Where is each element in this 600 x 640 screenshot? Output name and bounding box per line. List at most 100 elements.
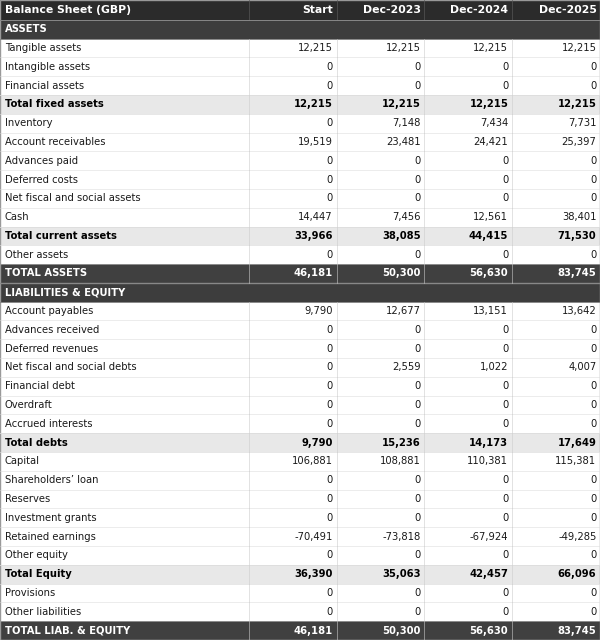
Text: Provisions: Provisions: [5, 588, 55, 598]
Text: 106,881: 106,881: [292, 456, 333, 467]
Bar: [0, 227, 600, 245]
Text: Total debts: Total debts: [5, 438, 68, 447]
Text: 12,215: 12,215: [386, 43, 421, 53]
Text: Reserves: Reserves: [5, 494, 50, 504]
Text: 12,677: 12,677: [386, 306, 421, 316]
Text: 0: 0: [415, 476, 421, 485]
Text: 0: 0: [502, 175, 508, 184]
Text: 0: 0: [590, 250, 596, 260]
Text: Inventory: Inventory: [5, 118, 52, 128]
Text: 42,457: 42,457: [469, 569, 508, 579]
Bar: [0, 76, 600, 95]
Text: Financial debt: Financial debt: [5, 381, 74, 391]
Bar: [0, 264, 600, 283]
Bar: [0, 415, 600, 433]
Text: 115,381: 115,381: [555, 456, 596, 467]
Text: Other equity: Other equity: [5, 550, 68, 561]
Bar: [0, 321, 600, 339]
Text: 0: 0: [327, 325, 333, 335]
Text: 83,745: 83,745: [557, 269, 596, 278]
Text: 0: 0: [415, 381, 421, 391]
Text: Tangible assets: Tangible assets: [5, 43, 81, 53]
Text: Cash: Cash: [5, 212, 29, 222]
Text: 0: 0: [502, 156, 508, 166]
Text: Net fiscal and social assets: Net fiscal and social assets: [5, 193, 140, 204]
Text: Balance Sheet (GBP): Balance Sheet (GBP): [5, 5, 131, 15]
Text: 0: 0: [502, 607, 508, 617]
Text: 13,151: 13,151: [473, 306, 508, 316]
Text: TOTAL ASSETS: TOTAL ASSETS: [5, 269, 87, 278]
Text: Intangible assets: Intangible assets: [5, 61, 90, 72]
Text: Other liabilities: Other liabilities: [5, 607, 81, 617]
Text: 14,447: 14,447: [298, 212, 333, 222]
Text: LIABILITIES & EQUITY: LIABILITIES & EQUITY: [5, 287, 125, 298]
Text: 17,649: 17,649: [557, 438, 596, 447]
Text: 12,561: 12,561: [473, 212, 508, 222]
Text: 0: 0: [502, 344, 508, 354]
Text: Retained earnings: Retained earnings: [5, 532, 95, 541]
Text: 0: 0: [415, 550, 421, 561]
Text: 0: 0: [415, 513, 421, 523]
Bar: [0, 151, 600, 170]
Text: Total Equity: Total Equity: [5, 569, 71, 579]
Text: 23,481: 23,481: [386, 137, 421, 147]
Text: 19,519: 19,519: [298, 137, 333, 147]
Text: 110,381: 110,381: [467, 456, 508, 467]
Text: 0: 0: [502, 494, 508, 504]
Text: 0: 0: [590, 607, 596, 617]
Text: 38,085: 38,085: [382, 231, 421, 241]
Text: 15,236: 15,236: [382, 438, 421, 447]
Text: 0: 0: [590, 325, 596, 335]
Bar: [0, 189, 600, 208]
Text: 0: 0: [502, 550, 508, 561]
Text: Accrued interests: Accrued interests: [5, 419, 92, 429]
Text: 56,630: 56,630: [470, 269, 508, 278]
Text: 0: 0: [502, 81, 508, 90]
Bar: [0, 490, 600, 508]
Bar: [0, 546, 600, 565]
Text: 0: 0: [590, 156, 596, 166]
Text: Account payables: Account payables: [5, 306, 93, 316]
Text: 0: 0: [327, 494, 333, 504]
Text: 0: 0: [327, 476, 333, 485]
Text: 0: 0: [590, 193, 596, 204]
Text: 83,745: 83,745: [557, 626, 596, 636]
Text: 0: 0: [502, 400, 508, 410]
Text: 0: 0: [590, 175, 596, 184]
Text: Dec-2025: Dec-2025: [539, 5, 596, 15]
Text: 0: 0: [502, 513, 508, 523]
Bar: [0, 471, 600, 490]
Text: 0: 0: [590, 400, 596, 410]
Text: 0: 0: [590, 476, 596, 485]
Text: 0: 0: [327, 419, 333, 429]
Text: 7,148: 7,148: [392, 118, 421, 128]
Text: 0: 0: [327, 250, 333, 260]
Bar: [0, 339, 600, 358]
Text: 0: 0: [590, 419, 596, 429]
Text: 46,181: 46,181: [294, 269, 333, 278]
Text: 50,300: 50,300: [382, 626, 421, 636]
Text: 0: 0: [502, 381, 508, 391]
Text: 0: 0: [415, 344, 421, 354]
Text: 0: 0: [415, 607, 421, 617]
Bar: [0, 114, 600, 132]
Bar: [0, 245, 600, 264]
Bar: [0, 38, 600, 58]
Text: 12,215: 12,215: [562, 43, 596, 53]
Text: 36,390: 36,390: [295, 569, 333, 579]
Bar: [0, 584, 600, 602]
Text: ASSETS: ASSETS: [5, 24, 47, 34]
Text: 0: 0: [327, 607, 333, 617]
Text: 0: 0: [590, 81, 596, 90]
Text: 0: 0: [415, 156, 421, 166]
Bar: [0, 58, 600, 76]
Text: 0: 0: [415, 250, 421, 260]
Text: Deferred revenues: Deferred revenues: [5, 344, 98, 354]
Text: 0: 0: [327, 344, 333, 354]
Text: 0: 0: [327, 193, 333, 204]
Bar: [0, 452, 600, 471]
Bar: [0, 20, 600, 38]
Text: 25,397: 25,397: [562, 137, 596, 147]
Text: 7,434: 7,434: [480, 118, 508, 128]
Bar: [0, 132, 600, 151]
